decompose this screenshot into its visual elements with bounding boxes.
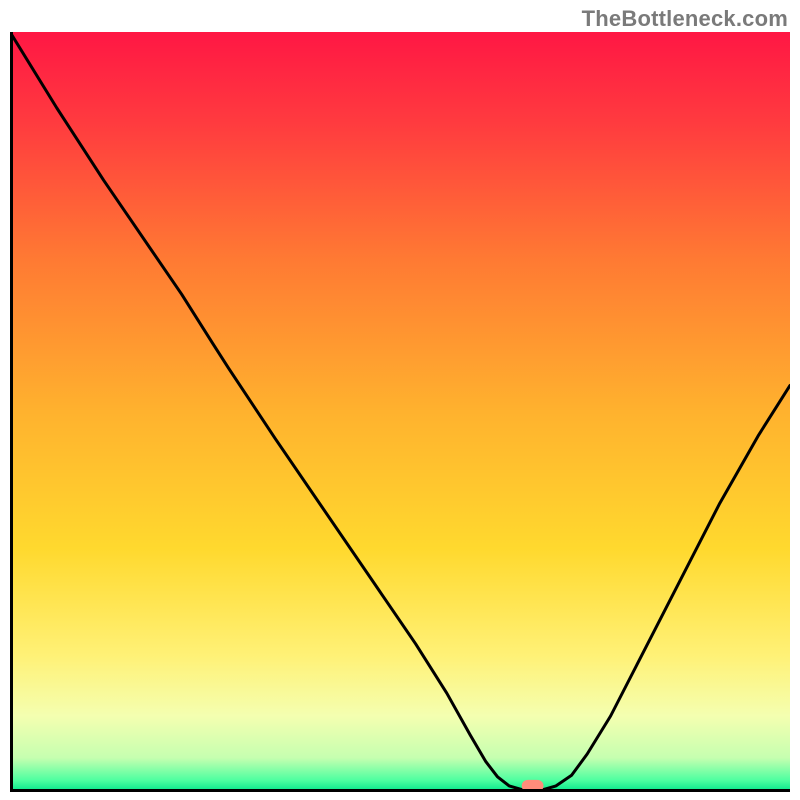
chart-frame: TheBottleneck.com xyxy=(0,0,800,800)
plot-svg xyxy=(10,32,790,792)
watermark-text: TheBottleneck.com xyxy=(582,6,788,32)
gradient-background xyxy=(10,32,790,792)
plot-area xyxy=(10,32,790,792)
